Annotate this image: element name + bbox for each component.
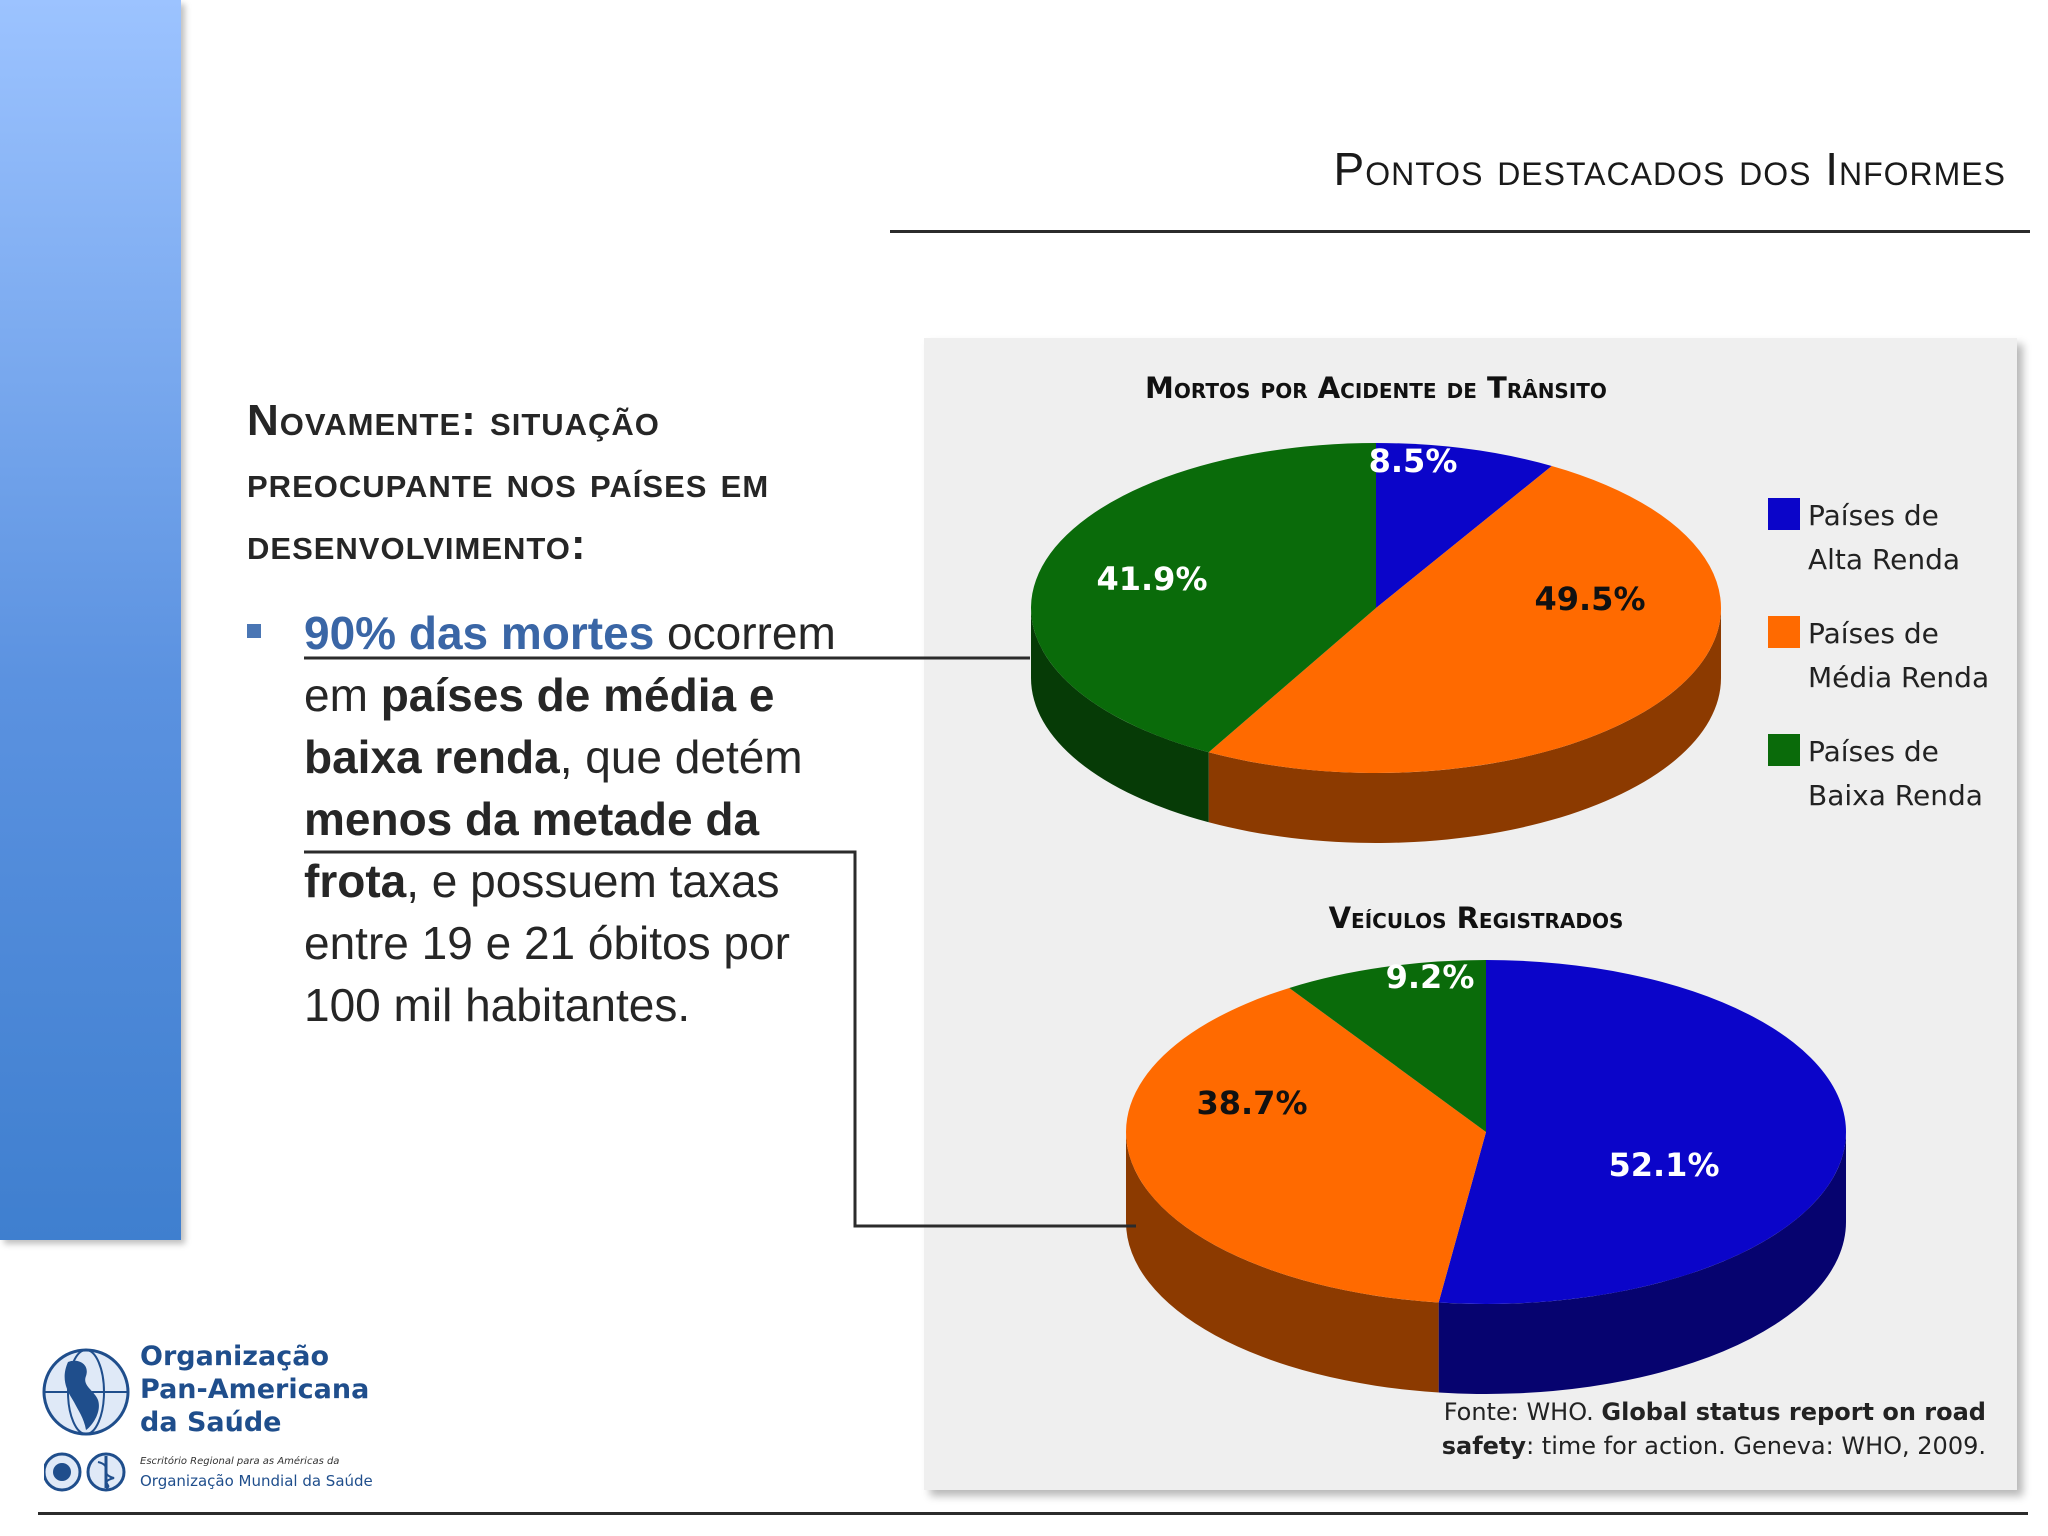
bullet-lead: 90% das mortes <box>304 607 655 659</box>
logo-name: Organização Pan-Americana da Saúde <box>140 1340 380 1439</box>
pie-slice-1-0 <box>1438 960 1846 1304</box>
logo-line-1: Organização <box>140 1341 329 1372</box>
legend-swatch-media <box>1768 616 1800 648</box>
source-bold-1: Global status report on road <box>1601 1398 1986 1426</box>
pie-side-1-1 <box>1126 1132 1439 1393</box>
pie-slice-1-2 <box>1289 960 1486 1132</box>
pie-slice-0-2 <box>1030 443 1376 753</box>
bullet-text-2: , que detém <box>559 731 803 783</box>
pie-vehicles: 52.1% 38.7% 9.2% <box>1126 958 1847 1394</box>
chart-title-deaths: Mortos por Acidente de Trânsito <box>1145 371 1607 405</box>
source-suffix: : time for action. Geneva: WHO, 2009. <box>1526 1432 1986 1460</box>
legend-item-baixa: Países de Baixa Renda <box>1768 730 2018 818</box>
pie-slice-0-1 <box>1208 466 1722 774</box>
pie-label-1-2: 9.2% <box>1386 958 1475 996</box>
logo-subtitle-2: Organização Mundial da Saúde <box>140 1472 373 1490</box>
pie-deaths: 8.5% 49.5% 41.9% <box>1030 442 1722 844</box>
logo-line-3: da Saúde <box>140 1407 282 1438</box>
source-prefix: Fonte: WHO. <box>1443 1398 1602 1426</box>
section-heading: Novamente: situação preocupante nos país… <box>247 396 770 569</box>
pie-label-0-0: 8.5% <box>1369 442 1458 480</box>
legend-label-alta-2: Alta Renda <box>1808 543 1961 576</box>
legend-item-media: Países de Média Renda <box>1768 612 2018 700</box>
globe-icon <box>42 1348 130 1436</box>
pie-label-0-1: 49.5% <box>1534 580 1645 618</box>
legend-swatch-alta <box>1768 498 1800 530</box>
legend-label-alta-1: Países de <box>1808 499 1939 532</box>
legend-swatch-baixa <box>1768 734 1800 766</box>
bullet-text-1: ocorrem em <box>304 607 836 721</box>
chart-title-vehicles: Veículos Registrados <box>1329 901 1624 935</box>
title-divider <box>890 230 2030 233</box>
pie-slice-1-1 <box>1126 987 1486 1303</box>
emblems-icon <box>44 1452 126 1492</box>
pie-label-1-0: 52.1% <box>1608 1146 1719 1184</box>
bullet-square-icon <box>247 624 261 638</box>
pie-label-0-2: 41.9% <box>1096 560 1207 598</box>
slide-title: Pontos destacados dos Informes <box>1333 143 2006 195</box>
pie-side-0-2 <box>1031 608 1209 823</box>
chart-legend: Países de Alta Renda Países de Média Ren… <box>1768 494 2018 848</box>
pie-side-0-1 <box>1208 608 1721 844</box>
paho-logo: Organização Pan-Americana da Saúde Escritó… <box>38 1340 378 1500</box>
legend-label-baixa-2: Baixa Renda <box>1808 779 1983 812</box>
legend-label-media-1: Países de <box>1808 617 1939 650</box>
source-citation: Fonte: WHO. Global status report on road… <box>1346 1395 1986 1463</box>
source-bold-2: safety <box>1441 1432 1527 1460</box>
pie-label-1-1: 38.7% <box>1196 1084 1307 1122</box>
pie-side-1-0 <box>1438 1132 1847 1394</box>
logo-line-2: Pan-Americana <box>140 1374 370 1405</box>
pie-slice-0-0 <box>1376 443 1552 608</box>
bullet-bold-1: países de média e baixa renda <box>304 669 775 783</box>
footer-divider <box>38 1512 2028 1515</box>
legend-label-media-2: Média Renda <box>1808 661 1990 694</box>
side-accent-bar <box>0 0 181 1240</box>
legend-label-baixa-1: Países de <box>1808 735 1939 768</box>
logo-subtitle: Escritório Regional para as Américas da <box>140 1456 340 1467</box>
legend-item-alta: Países de Alta Renda <box>1768 494 2018 582</box>
